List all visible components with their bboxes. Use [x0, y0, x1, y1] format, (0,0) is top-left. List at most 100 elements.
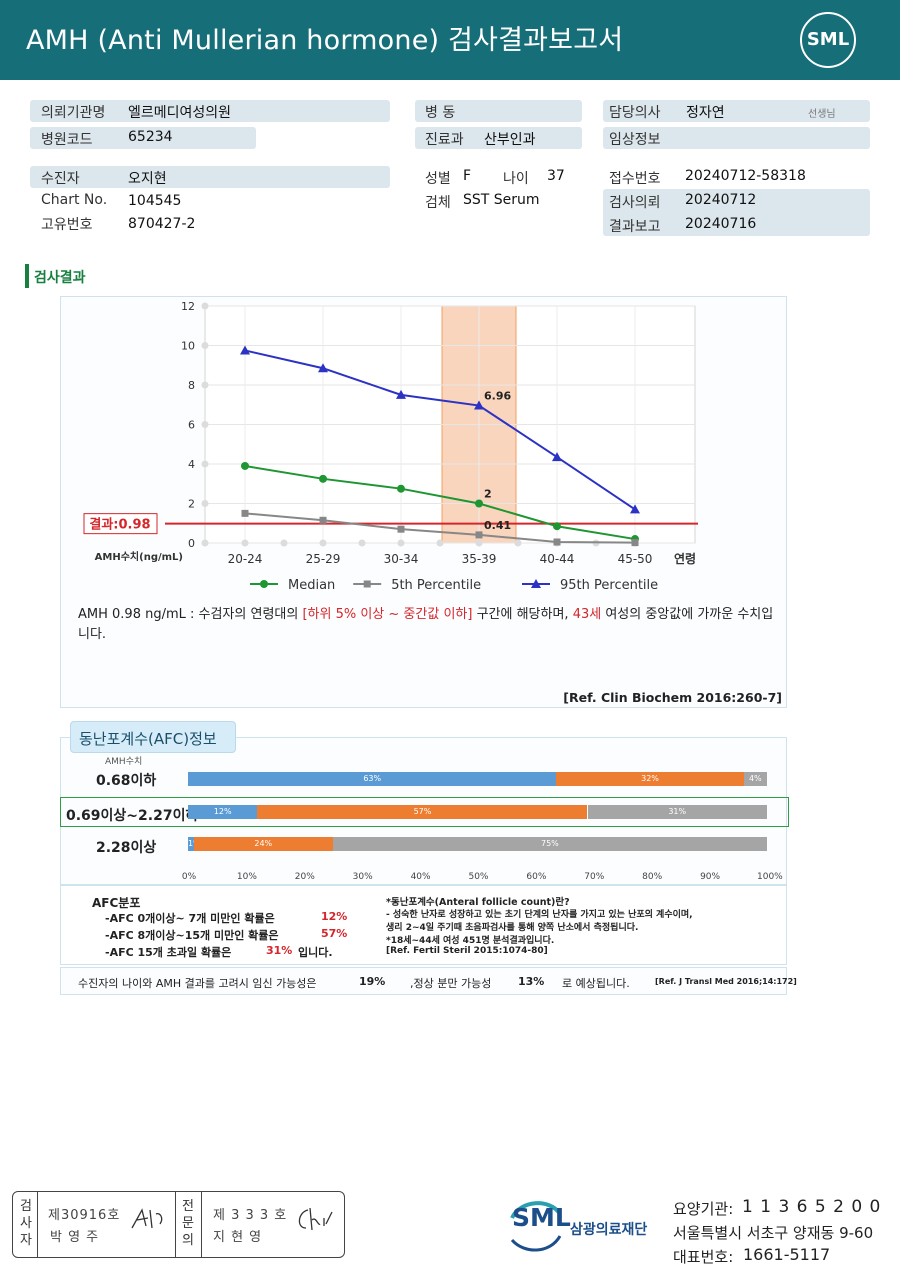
afc-reference: [Ref. Fertil Steril 2015:1074-80] [386, 946, 548, 956]
data-point [318, 363, 328, 373]
agency-number: 1 1 3 6 5 2 0 0 [742, 1197, 882, 1217]
specimen-value: SST Serum [463, 192, 540, 208]
afc-x-tick: 70% [584, 872, 605, 882]
x-tick-label: 35-39 [462, 552, 497, 566]
series-line [244, 349, 636, 511]
data-label: 2 [484, 488, 492, 501]
afc-definition: 생리 2~4일 주기때 초음파검사를 통해 양쪽 난소에서 측정됩니다. [386, 923, 639, 933]
hospital-code-row [30, 127, 256, 149]
afc-x-tick: 30% [352, 872, 373, 882]
afc-dist-line: -AFC 0개이상~ 7개 미만인 확률은 [105, 912, 275, 925]
data-point [396, 389, 406, 399]
afc-details [60, 885, 787, 965]
afc-dist-line: -AFC 15개 초과일 확률은 [105, 946, 232, 959]
agency-label: 요양기관: [673, 1200, 734, 1218]
request-value: 20240712 [685, 192, 757, 208]
report-title: AMH (Anti Mullerian hormone) 검사결과보고서 [26, 25, 624, 56]
afc-definition: *18세~44세 여성 451명 분석결과입니다. [386, 936, 555, 946]
examiner-label: 검사자 [20, 1199, 32, 1248]
afc-bar-segment: 12% [188, 805, 258, 819]
pregnancy-rate: 19% [359, 975, 386, 988]
clinical-row [603, 127, 870, 149]
legend-marker [363, 580, 371, 588]
amh-chart: 0 2 4 6 8 10 12 20-24 25-29 30-34 35-39 40-44 45-50 A… [83, 300, 698, 593]
x-tick-dot [280, 539, 288, 547]
birth-rate: 13% [518, 975, 545, 988]
data-point [240, 345, 250, 355]
afc-definition: - 성숙한 난자로 성장하고 있는 초기 단계의 난자를 가지고 있는 난포의 … [386, 910, 693, 920]
sex-label: 성별 [425, 171, 451, 187]
afc-bar-segment: 75% [332, 837, 767, 851]
doctor-row [603, 100, 870, 122]
x-tick-dot [241, 539, 249, 547]
id-label: 고유번호 [41, 217, 93, 233]
afc-dist-title: AFC분포 [92, 896, 141, 910]
result-label: 결과:0.98 [89, 517, 150, 533]
summary-part2: ,정상 분만 가능성 [410, 977, 492, 990]
summary-panel [60, 967, 787, 995]
afc-x-tick: 60% [526, 872, 547, 882]
department-label: 진료과 [425, 132, 464, 148]
hospital-code-label: 병원코드 [41, 132, 93, 148]
note-range: [하위 5% 이상 ~ 중간값 이하] [302, 607, 473, 622]
data-label: 6.96 [484, 390, 511, 403]
result-label-box [83, 513, 158, 535]
ward-label: 병 동 [425, 105, 456, 121]
afc-dist-value: 12% [321, 910, 348, 923]
doctor-label: 담당의사 [609, 105, 661, 121]
foundation-name: 삼광의료재단 [570, 1222, 648, 1238]
summary-part3: 로 예상됩니다. [562, 977, 630, 990]
result-note: AMH 0.98 ng/mL : 수검자의 연령대의 [하위 5% 이상 ~ 중… [78, 605, 778, 645]
afc-bar-segment: 31% [587, 805, 767, 819]
x-tick-dot [319, 539, 327, 547]
x-tick-label: 20-24 [228, 552, 263, 566]
legend-marker [531, 579, 541, 588]
x-tick-dot [436, 539, 444, 547]
address: 서울특별시 서초구 양재동 9-60 [673, 1224, 874, 1242]
examiner-number: 제30916호 [48, 1208, 121, 1223]
specialist-label: 전문의 [182, 1199, 194, 1248]
data-point [553, 538, 561, 546]
legend-label: 5th Percentile [391, 578, 481, 593]
doctor-suffix: 선생님 [808, 109, 836, 120]
dates-row [603, 189, 870, 236]
afc-x-tick: 0% [181, 872, 197, 882]
x-tick-label: 40-44 [540, 552, 575, 566]
report-value: 20240716 [685, 216, 757, 232]
afc-x-tick: 50% [468, 872, 489, 882]
y-tick-dot [201, 500, 209, 507]
age-value: 37 [547, 168, 565, 184]
data-point [319, 474, 327, 483]
institution-label: 의뢰기관명 [41, 105, 106, 121]
afc-bar-segment: 32% [556, 772, 744, 786]
data-point [474, 400, 484, 410]
afc-row-label: 2.28이상 [96, 840, 157, 856]
data-point [630, 504, 640, 514]
y-tick-dot [201, 302, 209, 310]
x-tick-dot [475, 539, 483, 547]
data-point [552, 452, 562, 462]
legend-marker [260, 580, 268, 588]
afc-dist-value: 31% [266, 944, 293, 957]
divider [175, 1191, 176, 1258]
chart-reference: [Ref. Clin Biochem 2016:260-7] [563, 690, 782, 705]
data-point [241, 509, 249, 517]
x-axis-label: 연령 [674, 551, 696, 566]
phone-number: 1661-5117 [743, 1245, 831, 1264]
afc-bar-segment: 63% [188, 772, 557, 786]
y-tick-dot [201, 342, 209, 349]
highlighted-row-box [60, 797, 789, 827]
data-point [475, 531, 483, 539]
data-point [553, 522, 561, 531]
specialist-name: 지 현 영 [213, 1230, 263, 1245]
sml-logo: SML [800, 12, 856, 68]
clinical-label: 임상정보 [609, 132, 661, 148]
y-tick-dot [201, 381, 209, 389]
note-part1: AMH 0.98 ng/mL : 수검자의 연령대의 [78, 607, 303, 622]
afc-x-tick: 90% [700, 872, 721, 882]
section-marker [25, 264, 29, 288]
note-age: 43세 [572, 607, 602, 622]
patient-value: 오지현 [128, 171, 167, 187]
sml-foundation-swoosh [510, 1201, 562, 1252]
y-tick-label: 8 [188, 379, 195, 392]
